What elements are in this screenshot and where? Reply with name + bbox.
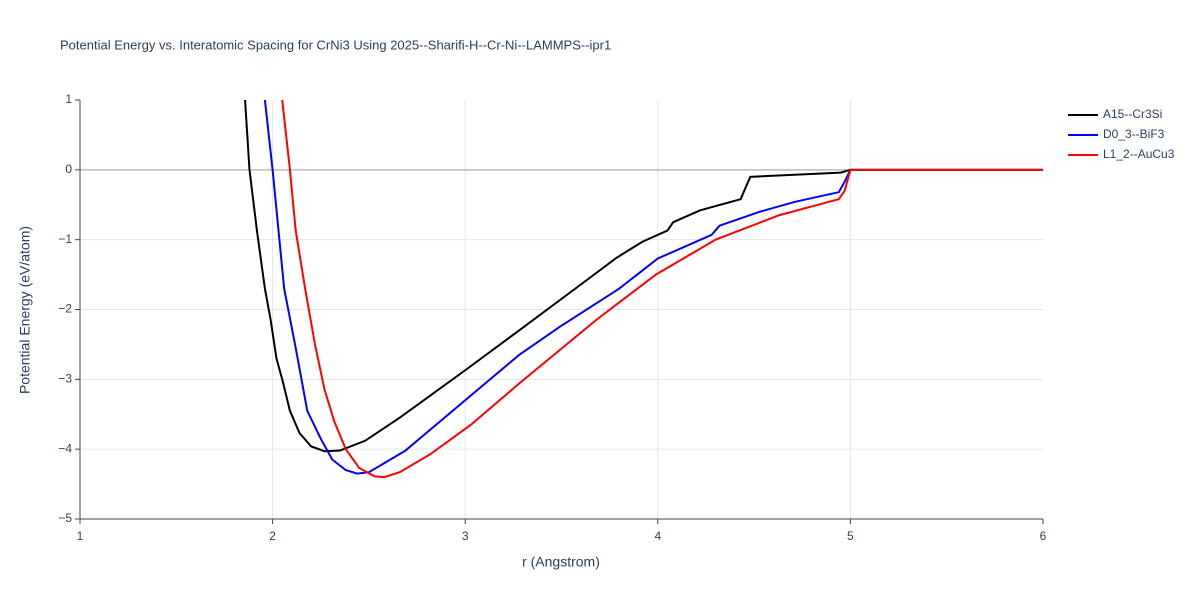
- y-tick-label: −1: [58, 232, 72, 246]
- series-line: [244, 100, 1043, 453]
- y-tick-label: 1: [65, 92, 72, 106]
- x-tick-label: 2: [269, 529, 276, 543]
- y-tick-label: 0: [65, 162, 72, 176]
- x-tick-label: 4: [654, 529, 661, 543]
- legend-label: D0_3--BiF3: [1103, 127, 1165, 141]
- legend: A15--Cr3Si D0_3--BiF3 L1_2--AuCu3: [1068, 107, 1175, 161]
- legend-label: L1_2--AuCu3: [1103, 147, 1175, 161]
- y-tick-label: −4: [58, 441, 72, 455]
- chart-title: Potential Energy vs. Interatomic Spacing…: [60, 37, 611, 52]
- x-tick-label: 1: [77, 529, 84, 543]
- legend-label: A15--Cr3Si: [1103, 107, 1162, 121]
- grid: 1 2 3 4 5 6 −5 −4 −3 −2 −1 0 1: [58, 92, 1046, 543]
- y-tick-label: −2: [58, 302, 72, 316]
- plot-area: [244, 100, 1043, 479]
- x-tick-label: 6: [1040, 529, 1047, 543]
- x-axis-label: r (Angstrom): [522, 554, 600, 570]
- x-tick-label: 3: [462, 529, 469, 543]
- x-tick-label: 5: [847, 529, 854, 543]
- y-axis-label: Potential Energy (eV/atom): [17, 226, 33, 394]
- y-tick-label: −5: [58, 511, 72, 525]
- y-tick-label: −3: [58, 372, 72, 386]
- series-line: [281, 100, 1043, 479]
- series-line: [263, 100, 1043, 475]
